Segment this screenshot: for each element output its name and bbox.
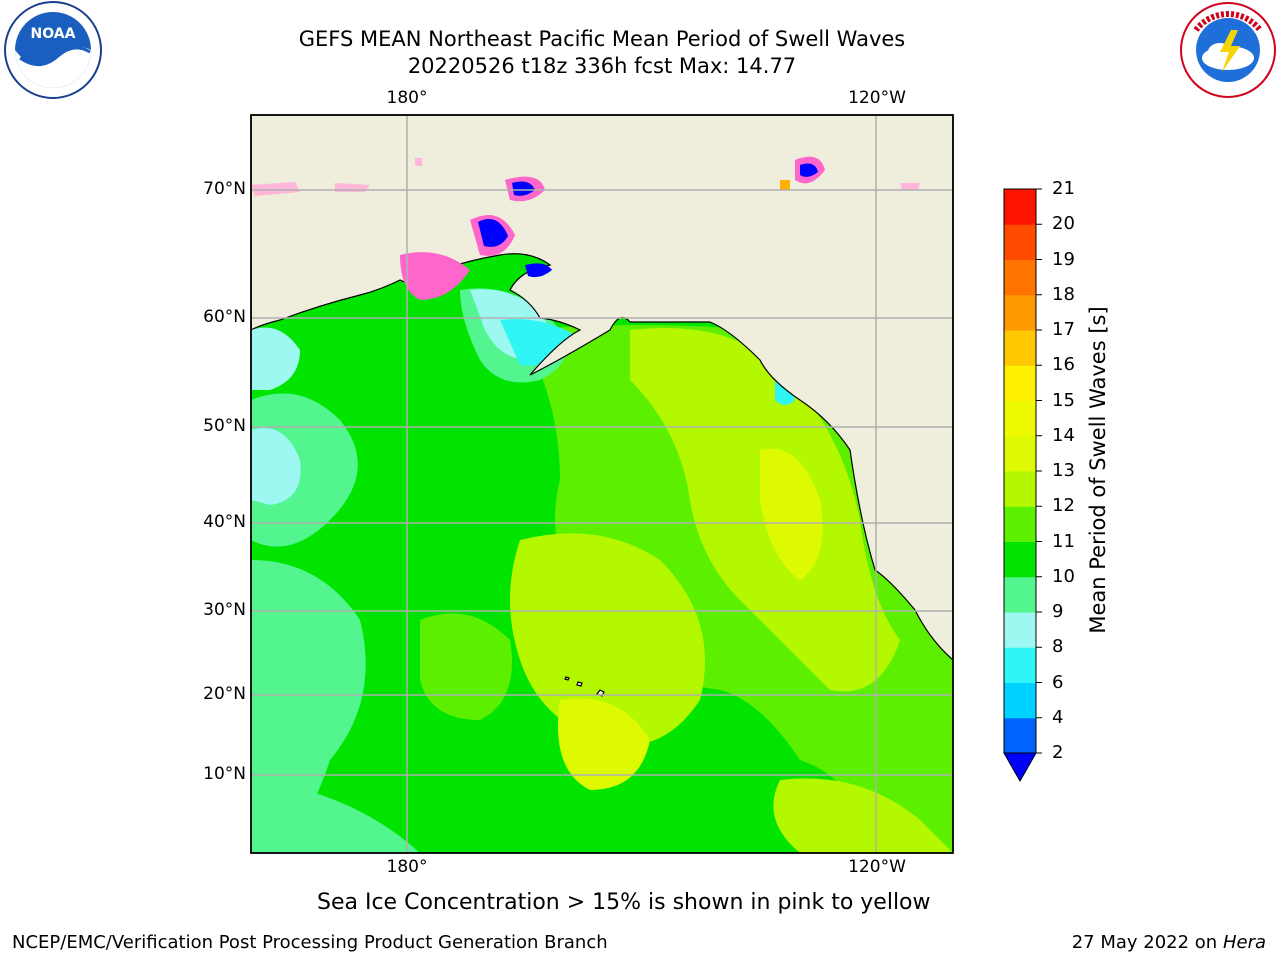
lon-label-bottom: 120°W (848, 857, 906, 877)
colorbar-segment (1004, 471, 1036, 507)
host-name: Hera (1222, 932, 1266, 953)
colorbar-segment (1004, 224, 1036, 260)
lat-label: 10°N (203, 764, 246, 784)
colorbar-tick-label: 17 (1052, 319, 1075, 340)
colorbar-segment (1004, 647, 1036, 683)
colorbar-tick-label: 21 (1052, 178, 1075, 199)
swell-period-field (251, 288, 953, 853)
colorbar-tick-label: 6 (1052, 671, 1064, 693)
colorbar-segment (1004, 330, 1036, 366)
colorbar-segment (1004, 400, 1036, 437)
colorbar-tick-label: 13 (1052, 460, 1075, 481)
colorbar-tick-label: 4 (1052, 706, 1064, 728)
land-masses (251, 115, 953, 697)
lat-label: 20°N (203, 684, 246, 704)
colorbar-tick-label: 18 (1052, 283, 1075, 305)
colorbar (1003, 188, 1042, 783)
colorbar-tick-label: 14 (1052, 424, 1075, 446)
chart-title: GEFS MEAN Northeast Pacific Mean Period … (298, 27, 906, 51)
colorbar-tick-label: 2 (1052, 742, 1064, 763)
colorbar-tick-label: 20 (1052, 213, 1075, 235)
colorbar-tick-label: 11 (1052, 530, 1075, 552)
colorbar-segment (1004, 717, 1036, 754)
lon-label-top: 120°W (848, 88, 906, 108)
colorbar-tick-label: 19 (1052, 248, 1075, 270)
colorbar-tick-label: 9 (1052, 601, 1064, 622)
colorbar-tick-label: 16 (1052, 354, 1075, 376)
lat-label: 50°N (203, 416, 246, 436)
lon-label-bottom: 180° (386, 857, 428, 877)
colorbar-segment (1004, 294, 1036, 331)
lat-label: 30°N (203, 600, 246, 620)
colorbar-tick-label: 8 (1052, 636, 1064, 658)
lat-label: 40°N (203, 512, 246, 532)
colorbar-segment (1004, 682, 1036, 719)
svg-text:NOAA: NOAA (31, 26, 76, 42)
colorbar-segment (1004, 576, 1036, 613)
graticule (251, 115, 953, 853)
colorbar-tick-label: 12 (1052, 495, 1075, 517)
colorbar-tick-label: 15 (1052, 389, 1075, 411)
lat-label: 60°N (203, 307, 246, 327)
colorbar-segment (1004, 612, 1036, 648)
colorbar-segment (1004, 506, 1036, 542)
colorbar-tick-label: 10 (1052, 565, 1075, 587)
map-frame (250, 114, 954, 854)
date-stamp: 27 May 2022 on Hera (1072, 932, 1266, 953)
sea-ice-field (251, 156, 920, 300)
sea-ice-note: Sea Ice Concentration > 15% is shown in … (317, 890, 931, 915)
nws-logo (1180, 2, 1276, 98)
noaa-logo: NOAA (4, 1, 102, 99)
lat-label: 70°N (203, 179, 246, 199)
colorbar-label: Mean Period of Swell Waves [s] (1086, 306, 1110, 634)
colorbar-segment (1004, 189, 1036, 225)
lon-label-top: 180° (386, 88, 428, 108)
colorbar-segment (1004, 435, 1036, 472)
colorbar-extend-triangle (1003, 752, 1037, 783)
date-text: 27 May 2022 on (1071, 932, 1218, 953)
chart-subtitle: 20220526 t18z 336h fcst Max: 14.77 (407, 54, 797, 78)
colorbar-segment (1004, 365, 1036, 401)
credit-text: NCEP/EMC/Verification Post Processing Pr… (12, 932, 608, 953)
colorbar-segment (1004, 541, 1036, 578)
colorbar-segment (1004, 259, 1036, 296)
